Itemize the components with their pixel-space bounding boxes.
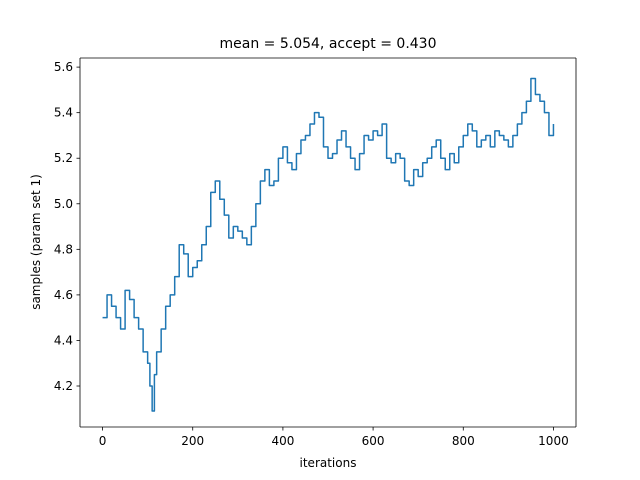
x-axis-label: iterations xyxy=(300,456,357,470)
x-tick-label: 200 xyxy=(181,434,204,448)
x-tick-label: 600 xyxy=(362,434,385,448)
y-tick-label: 4.6 xyxy=(54,288,73,302)
trace-line xyxy=(102,77,555,412)
y-tick-label: 5.0 xyxy=(54,197,73,211)
x-tick-label: 0 xyxy=(99,434,107,448)
y-tick-label: 5.2 xyxy=(54,151,73,165)
y-axis-label: samples (param set 1) xyxy=(29,174,43,310)
data-layer xyxy=(102,77,555,412)
axes-frame xyxy=(79,57,577,428)
y-tick-label: 4.2 xyxy=(54,379,73,393)
y-tick-label: 4.8 xyxy=(54,242,73,256)
plot-area xyxy=(80,58,576,427)
x-axis-ticks: 0 200 400 600 800 1000 xyxy=(99,427,569,448)
y-tick-label: 5.6 xyxy=(54,60,73,74)
x-tick-label: 1000 xyxy=(538,434,569,448)
x-tick-label: 800 xyxy=(452,434,475,448)
y-tick-label: 4.4 xyxy=(54,333,73,347)
chart-title: mean = 5.054, accept = 0.430 xyxy=(220,36,437,52)
y-tick-label: 5.4 xyxy=(54,106,73,120)
x-tick-label: 400 xyxy=(271,434,294,448)
y-axis-ticks: 4.2 4.4 4.6 4.8 5.0 5.2 5.4 5.6 xyxy=(54,60,80,393)
